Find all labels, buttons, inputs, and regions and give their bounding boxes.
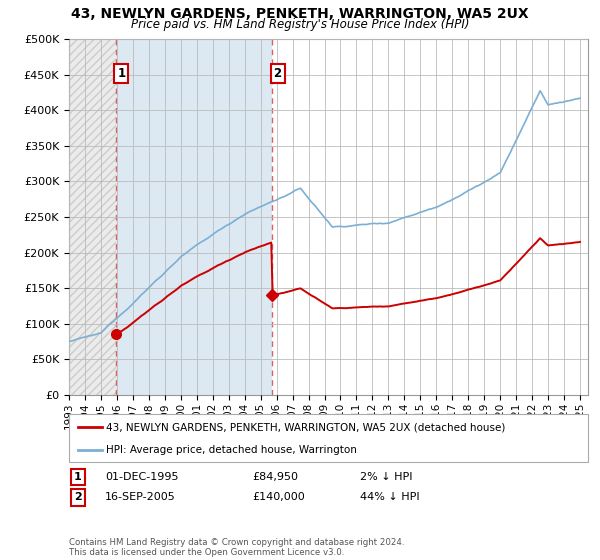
Bar xyxy=(116,39,272,395)
Text: 16-SEP-2005: 16-SEP-2005 xyxy=(105,492,176,502)
Text: £140,000: £140,000 xyxy=(252,492,305,502)
Text: 44% ↓ HPI: 44% ↓ HPI xyxy=(360,492,419,502)
Text: £84,950: £84,950 xyxy=(252,472,298,482)
Text: Contains HM Land Registry data © Crown copyright and database right 2024.
This d: Contains HM Land Registry data © Crown c… xyxy=(69,538,404,557)
Text: 2: 2 xyxy=(274,67,281,80)
Text: HPI: Average price, detached house, Warrington: HPI: Average price, detached house, Warr… xyxy=(106,445,357,455)
Text: 1: 1 xyxy=(74,472,82,482)
Text: 43, NEWLYN GARDENS, PENKETH, WARRINGTON, WA5 2UX: 43, NEWLYN GARDENS, PENKETH, WARRINGTON,… xyxy=(71,7,529,21)
Text: 1: 1 xyxy=(117,67,125,80)
Text: 01-DEC-1995: 01-DEC-1995 xyxy=(105,472,179,482)
Bar xyxy=(69,39,116,395)
Text: 2% ↓ HPI: 2% ↓ HPI xyxy=(360,472,413,482)
Text: 43, NEWLYN GARDENS, PENKETH, WARRINGTON, WA5 2UX (detached house): 43, NEWLYN GARDENS, PENKETH, WARRINGTON,… xyxy=(106,422,506,432)
Text: Price paid vs. HM Land Registry's House Price Index (HPI): Price paid vs. HM Land Registry's House … xyxy=(131,18,469,31)
Text: 2: 2 xyxy=(74,492,82,502)
